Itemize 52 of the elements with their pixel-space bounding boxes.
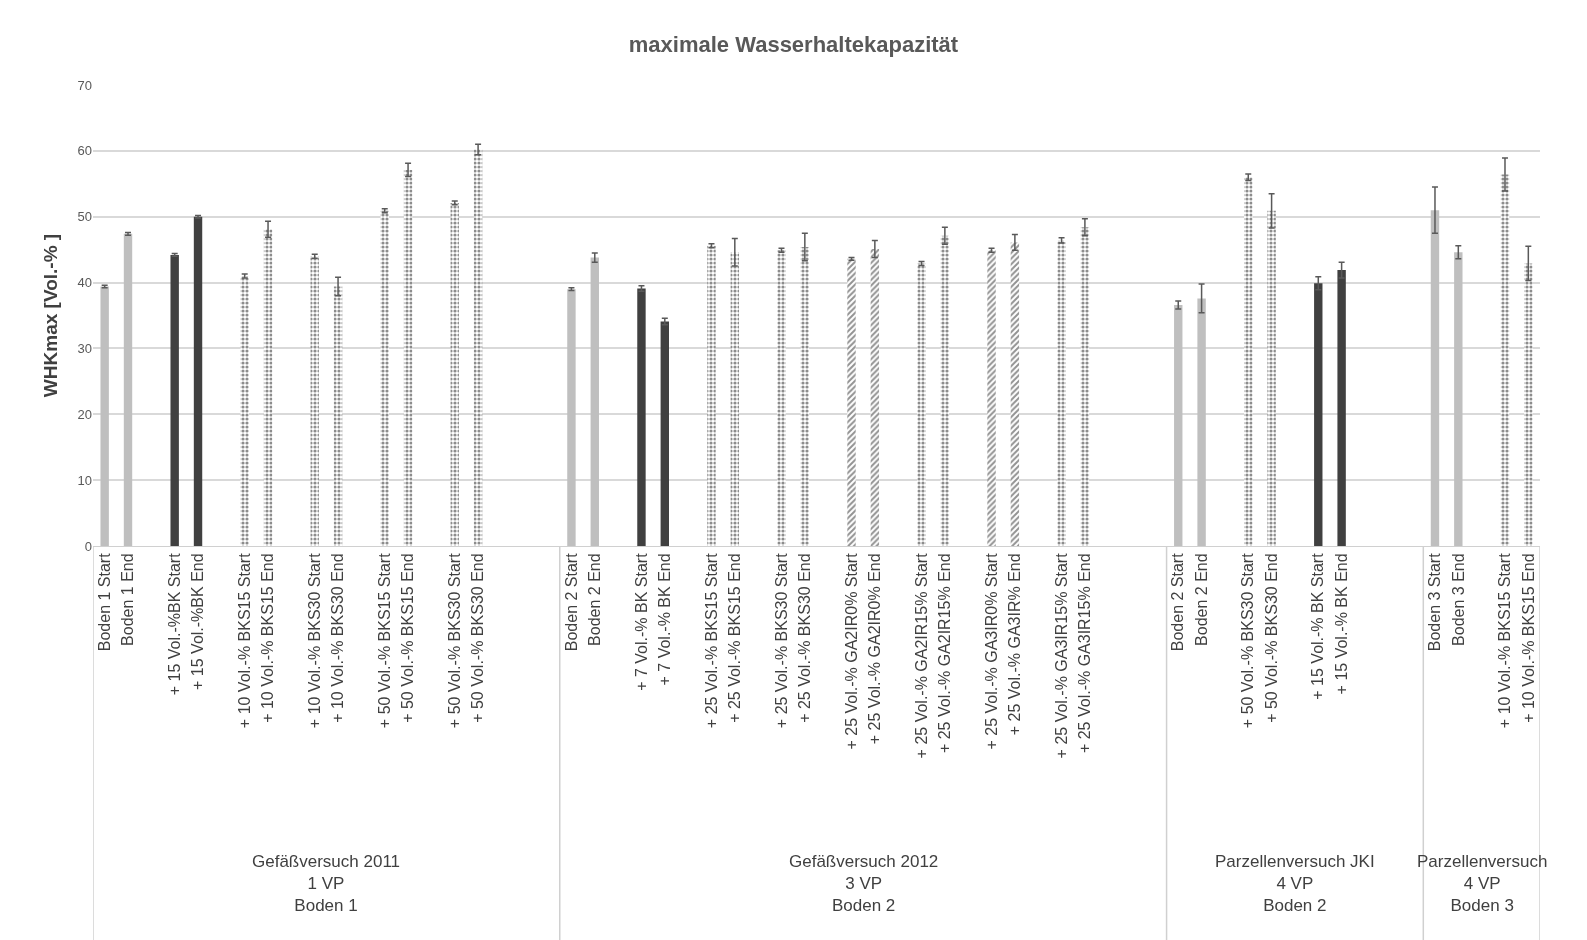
y-tick-label: 50: [77, 209, 92, 225]
x-tick-label: Boden 2 Start: [562, 552, 580, 652]
x-tick-label: + 25 Vol.-% GA2IR15% End: [936, 553, 954, 754]
text: Parzellenversuch 4 VP Boden 3: [1417, 852, 1548, 916]
x-tick-label: + 25 Vol.-% BKS15 Start: [702, 552, 720, 729]
x-tick-label: + 15 Vol.-%BK End: [189, 553, 207, 690]
x-tick-label: + 10 Vol.-% BKS15 End: [259, 553, 277, 723]
x-tick-label: + 15 Vol.-%BK Start: [165, 552, 183, 696]
x-tick-label: + 25 Vol.-% BKS30 Start: [772, 552, 790, 729]
text: Parzellenversuch JKI 4 VP Boden 2: [1215, 852, 1375, 916]
x-tick-label: + 25 Vol.-% BKS30 End: [796, 553, 814, 723]
x-tick-label: Boden 3 Start: [1426, 552, 1444, 652]
x-tick-label: Boden 1 Start: [95, 552, 113, 652]
y-tick-label: 40: [77, 275, 92, 291]
x-tick-label: Boden 2 End: [1192, 553, 1210, 646]
x-tick-label: + 7 Vol.-% BK End: [656, 553, 673, 686]
x-tick-label: + 25 Vol.-% GA2IR15% Start: [912, 552, 930, 759]
x-tick-label: + 25 Vol.-% GA3IR15% Start: [1052, 552, 1070, 759]
x-tick-label: + 10 Vol.-% BKS15 Start: [1496, 552, 1514, 729]
text: Gefäßversuch 2012 3 VP Boden 2: [789, 852, 939, 916]
x-tick-label: + 25 Vol.-% GA3IR0% Start: [982, 552, 1000, 750]
x-tick-label: + 10 Vol.-% BKS15 End: [1519, 553, 1537, 723]
x-tick-label: + 25 Vol.-% BKS15 End: [726, 553, 744, 723]
y-tick-label: 70: [77, 77, 92, 93]
x-tick-label: Boden 1 End: [119, 553, 137, 646]
y-tick-label: 60: [77, 143, 92, 159]
x-tick-label: + 25 Vol.-% GA3IR15% End: [1076, 553, 1094, 754]
y-tick-label: 30: [77, 340, 92, 356]
x-tick-label: + 50 Vol.-% BKS30 Start: [445, 552, 463, 729]
x-tick-label: Boden 3 End: [1449, 553, 1467, 646]
x-tick-label: + 10 Vol.-% BKS30 End: [329, 553, 347, 723]
x-tick-label: + 25 Vol.-% GA2IR0% Start: [842, 552, 860, 750]
x-tick-label: + 50 Vol.-% BKS30 End: [1262, 553, 1280, 723]
x-tick-label: + 50 Vol.-% BKS15 Start: [375, 552, 393, 729]
x-tick-label: + 7 Vol.-% BK Start: [632, 552, 650, 691]
x-tick-label: Boden 2 Start: [1169, 552, 1187, 652]
x-tick-label: + 50 Vol.-% BKS15 End: [399, 553, 417, 723]
x-tick-label: + 10 Vol.-% BKS30 Start: [305, 552, 323, 729]
text: Gefäßversuch 2011 1 VP Boden 1: [252, 852, 401, 916]
x-tick-label: + 50 Vol.-% BKS30 Start: [1239, 552, 1257, 729]
x-tick-label: + 15 Vol.-% BK End: [1332, 553, 1350, 695]
x-tick-label: + 15 Vol.-% BK Start: [1309, 552, 1327, 700]
chart-title: maximale Wasserhaltekapazität: [628, 31, 959, 57]
y-tick-label: 10: [77, 472, 92, 488]
x-tick-label: + 10 Vol.-% BKS15 Start: [235, 552, 253, 729]
y-tick-label: 20: [77, 406, 92, 422]
x-tick-label: + 25 Vol.-% GA3IR% End: [1006, 553, 1024, 736]
x-tick-label: + 25 Vol.-% GA2IR0% End: [866, 553, 884, 745]
x-tick-label: + 50 Vol.-% BKS30 End: [469, 553, 487, 723]
x-tick-label: Boden 2 End: [585, 553, 603, 646]
y-tick-label: 0: [84, 538, 92, 554]
y-axis-title: WHKmax [Vol.-% ]: [40, 233, 62, 398]
